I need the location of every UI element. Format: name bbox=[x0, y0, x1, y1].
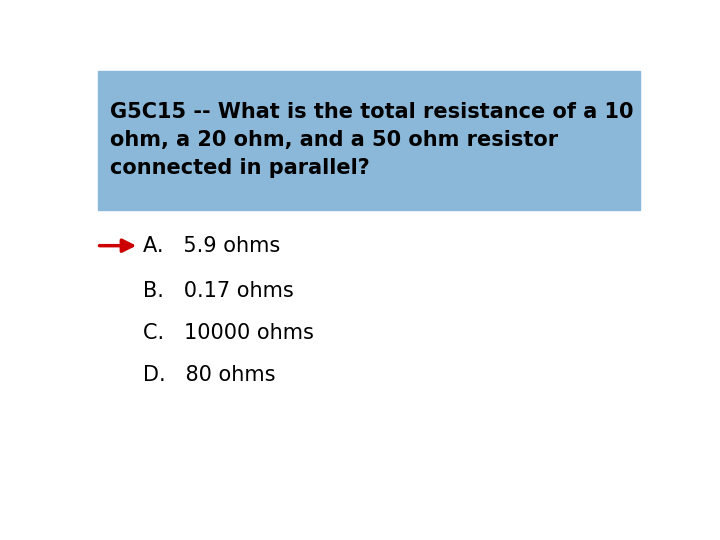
FancyBboxPatch shape bbox=[99, 71, 639, 210]
Text: D.   80 ohms: D. 80 ohms bbox=[143, 364, 276, 384]
Text: G5C15 -- What is the total resistance of a 10
ohm, a 20 ohm, and a 50 ohm resist: G5C15 -- What is the total resistance of… bbox=[109, 103, 633, 179]
Text: B.   0.17 ohms: B. 0.17 ohms bbox=[143, 281, 294, 301]
Text: C.   10000 ohms: C. 10000 ohms bbox=[143, 323, 314, 343]
Text: A.   5.9 ohms: A. 5.9 ohms bbox=[143, 235, 280, 255]
